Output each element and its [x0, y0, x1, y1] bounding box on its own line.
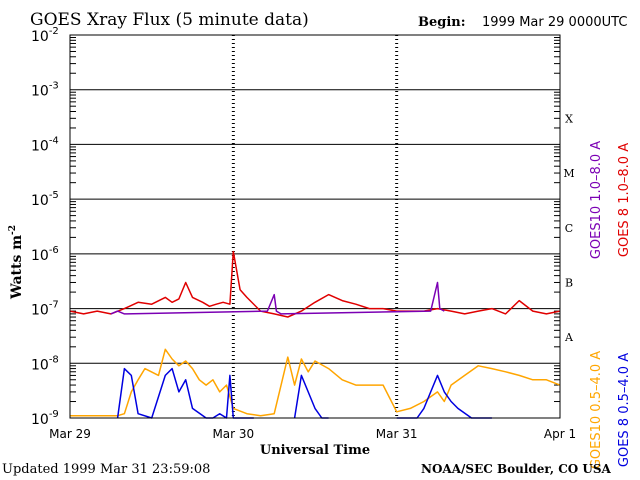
y-tick-exp: -8 — [49, 354, 59, 365]
y-tick-exp: -9 — [49, 409, 59, 420]
flare-class-label: C — [565, 222, 573, 235]
flare-class-label: M — [563, 167, 574, 180]
x-tick-labels: Mar 29 Mar 30 Mar 31 Apr 1 — [49, 427, 576, 441]
series-line — [69, 250, 561, 318]
y-tick-base: 10 — [31, 303, 49, 319]
updated-timestamp: Updated 1999 Mar 31 23:59:08 — [2, 462, 210, 477]
legend-entry: GOES 8 1.0–8.0 A — [617, 143, 632, 257]
y-tick-base: 10 — [31, 248, 49, 264]
x-tick-label: Apr 1 — [544, 427, 576, 441]
y-tick-exp: -4 — [49, 135, 59, 146]
begin-value: 1999 Mar 29 0000UTC — [482, 15, 627, 30]
begin-label: Begin: — [418, 15, 466, 30]
y-tick-base: 10 — [31, 138, 49, 154]
y-tick-label: 10-7 — [31, 300, 59, 319]
y-tick-base: 10 — [31, 84, 49, 100]
y-tick-base: 10 — [31, 193, 49, 209]
flare-class-labels: X M C B A — [563, 112, 574, 344]
y-tick-exp: -5 — [49, 190, 59, 201]
x-tick-label: Mar 29 — [49, 427, 91, 441]
y-tick-exp: -7 — [49, 300, 59, 311]
series-line — [110, 281, 445, 315]
series-layer — [69, 250, 561, 419]
y-tick-label: 10-6 — [31, 245, 59, 264]
x-axis-label: Universal Time — [260, 443, 370, 458]
plot-frame — [69, 34, 561, 419]
y-tick-label: 10-4 — [31, 135, 59, 154]
flare-class-label: X — [565, 112, 573, 125]
x-tick-label: Mar 30 — [212, 427, 254, 441]
y-axis-label: Watts m-2 — [8, 225, 25, 300]
y-tick-base: 10 — [31, 29, 49, 45]
y-axis-label-text: Watts m — [9, 235, 25, 300]
flare-class-label: B — [565, 276, 573, 289]
grid-lines — [70, 34, 560, 419]
y-tick-exp: -6 — [49, 245, 59, 256]
y-tick-label: 10-8 — [31, 354, 59, 373]
y-tick-label: 10-3 — [31, 81, 59, 100]
legend-entry: GOES 8 0.5–4.0 A — [617, 353, 632, 467]
y-tick-label: 10-2 — [31, 26, 59, 45]
chart-title: GOES Xray Flux (5 minute data) — [30, 10, 309, 30]
y-tick-base: 10 — [31, 412, 49, 428]
series-line — [70, 348, 561, 417]
flare-class-label: A — [564, 331, 574, 344]
y-axis-label-sup: -2 — [8, 225, 18, 235]
y-tick-exp: -3 — [49, 81, 59, 92]
legend: GOES10 1.0–8.0 A GOES 8 1.0–8.0 A GOES10 0… — [589, 141, 632, 469]
y-tick-label: 10-9 — [31, 409, 59, 428]
noaa-credit: NOAA/SEC Boulder, CO USA — [421, 462, 612, 476]
y-tick-label: 10-5 — [31, 190, 59, 209]
legend-entry: GOES10 0.5–4.0 A — [589, 351, 604, 469]
y-tick-exp: -2 — [49, 26, 59, 37]
x-tick-label: Mar 31 — [376, 427, 418, 441]
y-tick-labels: 10-210-310-410-510-610-710-810-9 — [31, 26, 59, 428]
legend-entry: GOES10 1.0–8.0 A — [589, 141, 604, 259]
y-tick-base: 10 — [31, 357, 49, 373]
